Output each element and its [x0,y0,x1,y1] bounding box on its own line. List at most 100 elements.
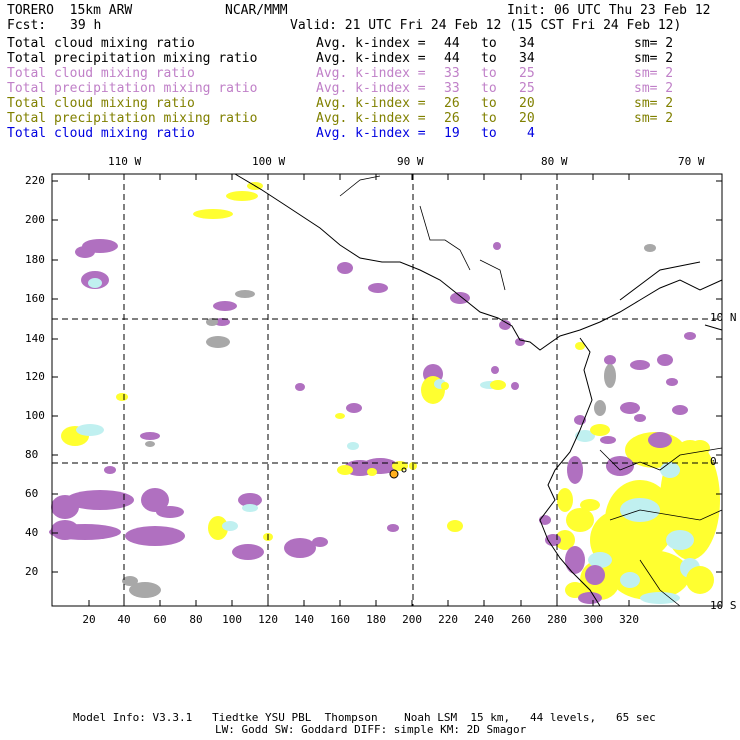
legend-avg-label: Avg. k-index = [316,36,426,51]
cloud-region [604,355,616,365]
y-tick-label: 120 [25,370,45,383]
legend-to-word: to [481,96,497,111]
x-tick-label: 280 [547,613,567,626]
legend-field-name: Total cloud mixing ratio [7,96,195,111]
cloud-region [66,490,134,510]
cloud-region [557,488,573,512]
legend-avg-label: Avg. k-index = [316,126,426,141]
cloud-region [555,530,575,550]
cloud-region [88,278,102,288]
cloud-region [575,430,595,442]
legend-to-word: to [481,126,497,141]
legend-to-word: to [481,81,497,96]
country-border [419,205,471,271]
cloud-region [346,403,362,413]
cloud-region [141,488,169,512]
coastline [234,173,723,351]
cloud-region [585,565,605,585]
cloud-region [660,462,680,478]
cloud-region [672,405,688,415]
cloud-region [347,442,359,450]
cloud-region [648,432,672,448]
model-info-line: Model Info: V3.3.1 Tiedtke YSU PBL Thomp… [73,711,656,724]
forecast-label: Fcst: [7,18,47,33]
x-tick-label: 160 [330,613,350,626]
cloud-region [104,466,116,474]
cloud-region [295,383,305,391]
cloud-region [75,246,95,258]
x-tick-label: 60 [153,613,167,626]
country-border [479,259,506,291]
legend-from-value: 19 [444,126,460,141]
coastline [704,324,723,331]
longitude-label: 80 W [541,155,568,168]
cloud-region [493,242,501,250]
map-frame [51,173,723,607]
legend-to-value: 20 [519,96,535,111]
coastline [539,337,601,607]
cloud-region [565,582,585,598]
cloud-region [686,566,714,594]
y-tick-label: 100 [25,409,45,422]
physics-info-line: LW: Godd SW: Goddard DIFF: simple KM: 2D… [215,723,527,736]
cloud-region [491,366,499,374]
init-time: Init: 06 UTC Thu 23 Feb 12 [507,3,711,18]
x-tick-label: 300 [583,613,603,626]
cloud-region [684,332,696,340]
cloud-region [116,393,128,401]
y-tick-label: 80 [25,448,39,461]
cloud-region [666,378,678,386]
cloud-region [666,530,694,550]
cloud-region [620,402,640,414]
cloud-region [640,592,680,604]
legend-from-value: 26 [444,96,460,111]
x-tick-label: 40 [117,613,131,626]
cloud-region [238,493,262,507]
legend-to-value: 34 [519,36,535,51]
cloud-region [122,576,138,586]
legend-smoothing: sm= 2 [634,36,674,51]
organization-label: NCAR/MMM [225,3,288,18]
legend-to-value: 4 [527,126,535,141]
legend-avg-label: Avg. k-index = [316,51,426,66]
cloud-region [235,290,255,298]
cloud-region [644,244,656,252]
legend-from-value: 33 [444,81,460,96]
legend-to-word: to [481,111,497,126]
cloud-region [447,520,463,532]
y-tick-label: 40 [25,526,39,539]
x-tick-label: 180 [366,613,386,626]
cloud-region [604,364,616,388]
cloud-region [51,520,79,540]
cloud-region [140,432,160,440]
cloud-region [545,534,561,546]
legend-to-value: 34 [519,51,535,66]
cloud-region [450,292,470,304]
cloud-region [566,508,594,532]
cloud-region [565,546,585,574]
legend-smoothing: sm= 2 [634,81,674,96]
cloud-region [367,468,377,476]
longitude-label: 100 W [252,155,286,168]
cloud-region [145,441,155,447]
legend-to-word: to [481,36,497,51]
y-tick-label: 200 [25,213,45,226]
cloud-region [213,301,237,311]
cloud-region [630,360,650,370]
cloud-region [620,572,640,588]
legend-field-name: Total cloud mixing ratio [7,66,195,81]
legend-avg-label: Avg. k-index = [316,81,426,96]
cloud-region [337,262,353,274]
cloud-region [575,342,585,350]
cloud-region [539,515,551,525]
legend-field-name: Total cloud mixing ratio [7,126,195,141]
coastline [619,261,701,301]
x-tick-label: 20 [82,613,96,626]
legend-from-value: 44 [444,36,460,51]
legend-field-name: Total precipitation mixing ratio [7,111,258,126]
country-border [599,447,723,471]
cloud-region [337,465,353,475]
cloud-region [441,382,449,390]
cloud-region [312,537,328,547]
